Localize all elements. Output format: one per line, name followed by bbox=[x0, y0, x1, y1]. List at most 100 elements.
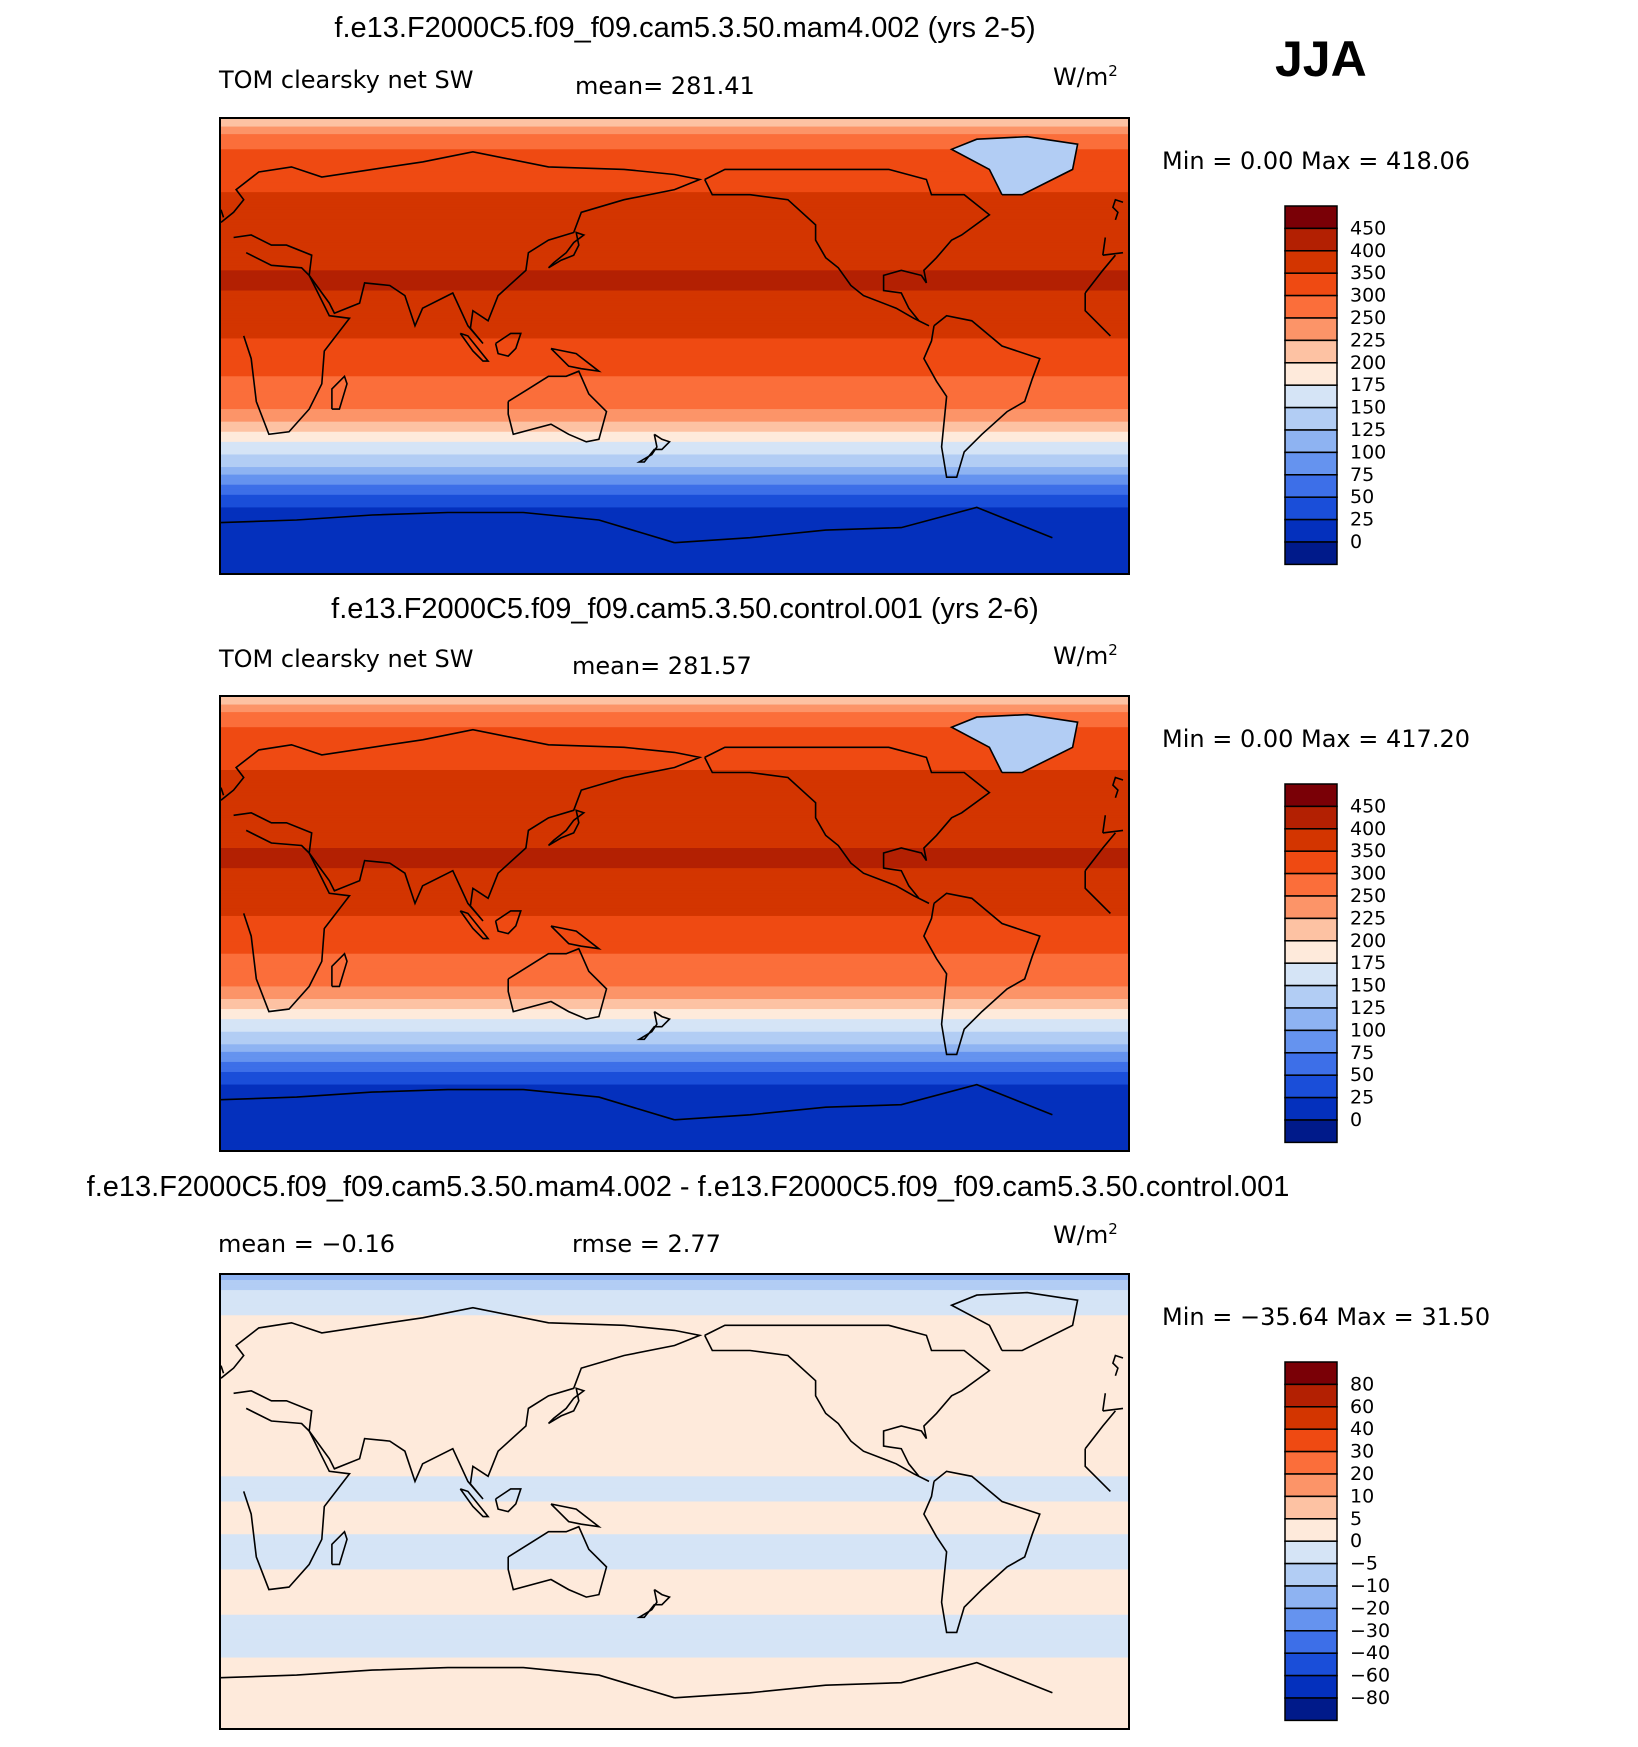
field-band bbox=[221, 235, 1128, 239]
field-band bbox=[221, 1529, 1128, 1533]
field-band bbox=[221, 817, 1128, 821]
field-band bbox=[221, 507, 1128, 511]
field-band bbox=[221, 1347, 1128, 1352]
colorbar-tick-label: −20 bbox=[1350, 1597, 1390, 1619]
field-band bbox=[221, 1310, 1128, 1314]
panel-1-map bbox=[219, 117, 1130, 575]
field-band bbox=[221, 697, 1128, 701]
field-band bbox=[221, 1448, 1128, 1452]
colorbar-box bbox=[1284, 429, 1338, 454]
field-band bbox=[221, 1446, 1128, 1450]
coastline bbox=[949, 1291, 1079, 1352]
coastline bbox=[674, 1661, 1053, 1699]
coastline bbox=[507, 1525, 608, 1598]
field-band bbox=[221, 1383, 1128, 1387]
field-band bbox=[221, 868, 1128, 872]
field-band bbox=[221, 1300, 1128, 1304]
field-band bbox=[221, 530, 1128, 534]
colorbar-box bbox=[1284, 962, 1338, 987]
field-band bbox=[221, 898, 1128, 902]
field-band bbox=[221, 1667, 1128, 1671]
field-band bbox=[221, 1370, 1128, 1374]
coastline bbox=[1102, 1393, 1107, 1412]
field-band bbox=[221, 1702, 1128, 1706]
field-band bbox=[221, 782, 1128, 786]
colorbar-box bbox=[1284, 496, 1338, 521]
field-band bbox=[221, 895, 1128, 899]
field-band bbox=[221, 1534, 1128, 1538]
field-band bbox=[221, 303, 1128, 307]
colorbar-tick-label: 50 bbox=[1350, 1064, 1374, 1086]
field-band bbox=[221, 199, 1128, 203]
coastline bbox=[242, 251, 351, 436]
field-band bbox=[221, 991, 1128, 995]
field-band bbox=[221, 1473, 1128, 1477]
field-band bbox=[221, 1509, 1128, 1513]
field-band bbox=[221, 467, 1128, 471]
coastline bbox=[331, 374, 348, 410]
colorbar-box bbox=[1284, 917, 1338, 942]
field-band bbox=[221, 209, 1128, 213]
field-band bbox=[221, 1340, 1128, 1344]
coastline bbox=[550, 1503, 602, 1528]
coastline bbox=[923, 314, 1041, 479]
field-band bbox=[221, 900, 1128, 904]
field-band bbox=[221, 1026, 1128, 1030]
field-band bbox=[221, 472, 1128, 476]
colorbar-tick-label: 450 bbox=[1350, 217, 1386, 239]
coastline bbox=[547, 809, 586, 847]
field-band bbox=[221, 492, 1128, 496]
field-band bbox=[221, 963, 1128, 967]
colorbar-tick-label: 200 bbox=[1350, 930, 1386, 952]
field-band bbox=[221, 1662, 1128, 1666]
field-band bbox=[221, 393, 1128, 398]
field-band bbox=[221, 255, 1128, 259]
field-band bbox=[221, 1428, 1128, 1432]
field-band bbox=[221, 908, 1128, 912]
field-band bbox=[221, 217, 1128, 221]
coastline bbox=[331, 1530, 348, 1566]
field-band bbox=[221, 1498, 1128, 1503]
field-band bbox=[221, 1587, 1128, 1591]
colorbar-box bbox=[1284, 895, 1338, 920]
field-band bbox=[221, 300, 1128, 304]
field-band bbox=[221, 192, 1128, 196]
field-band bbox=[221, 1441, 1128, 1445]
field-band bbox=[221, 1049, 1128, 1053]
field-band bbox=[221, 807, 1128, 811]
field-band bbox=[221, 825, 1128, 829]
field-band bbox=[221, 267, 1128, 271]
panel-3-minmax: Min = −35.64 Max = 31.50 bbox=[1162, 1303, 1491, 1331]
coastline bbox=[221, 787, 225, 796]
field-band bbox=[221, 346, 1128, 350]
field-band bbox=[221, 832, 1128, 837]
field-band bbox=[221, 565, 1128, 569]
coastline bbox=[636, 1010, 671, 1041]
field-band bbox=[221, 1675, 1128, 1679]
field-band bbox=[221, 981, 1128, 985]
field-band bbox=[221, 835, 1128, 839]
field-band bbox=[221, 1629, 1128, 1633]
field-band bbox=[221, 174, 1128, 178]
field-band bbox=[221, 1451, 1128, 1455]
field-band bbox=[221, 169, 1128, 173]
field-band bbox=[221, 469, 1128, 473]
field-band bbox=[221, 956, 1128, 960]
coastline bbox=[674, 506, 1053, 544]
season-label: JJA bbox=[1275, 31, 1367, 87]
field-band bbox=[221, 497, 1128, 501]
field-band bbox=[221, 1644, 1128, 1649]
field-band bbox=[221, 562, 1128, 567]
colorbar-box bbox=[1284, 1074, 1338, 1099]
field-band bbox=[221, 502, 1128, 506]
field-band bbox=[221, 1099, 1128, 1103]
field-band bbox=[221, 1594, 1128, 1598]
field-band bbox=[221, 464, 1128, 468]
field-band bbox=[221, 308, 1128, 312]
field-band bbox=[221, 328, 1128, 332]
field-band bbox=[221, 1398, 1128, 1402]
coastline bbox=[547, 1387, 586, 1425]
field-band bbox=[221, 1317, 1128, 1321]
field-band bbox=[221, 560, 1128, 564]
